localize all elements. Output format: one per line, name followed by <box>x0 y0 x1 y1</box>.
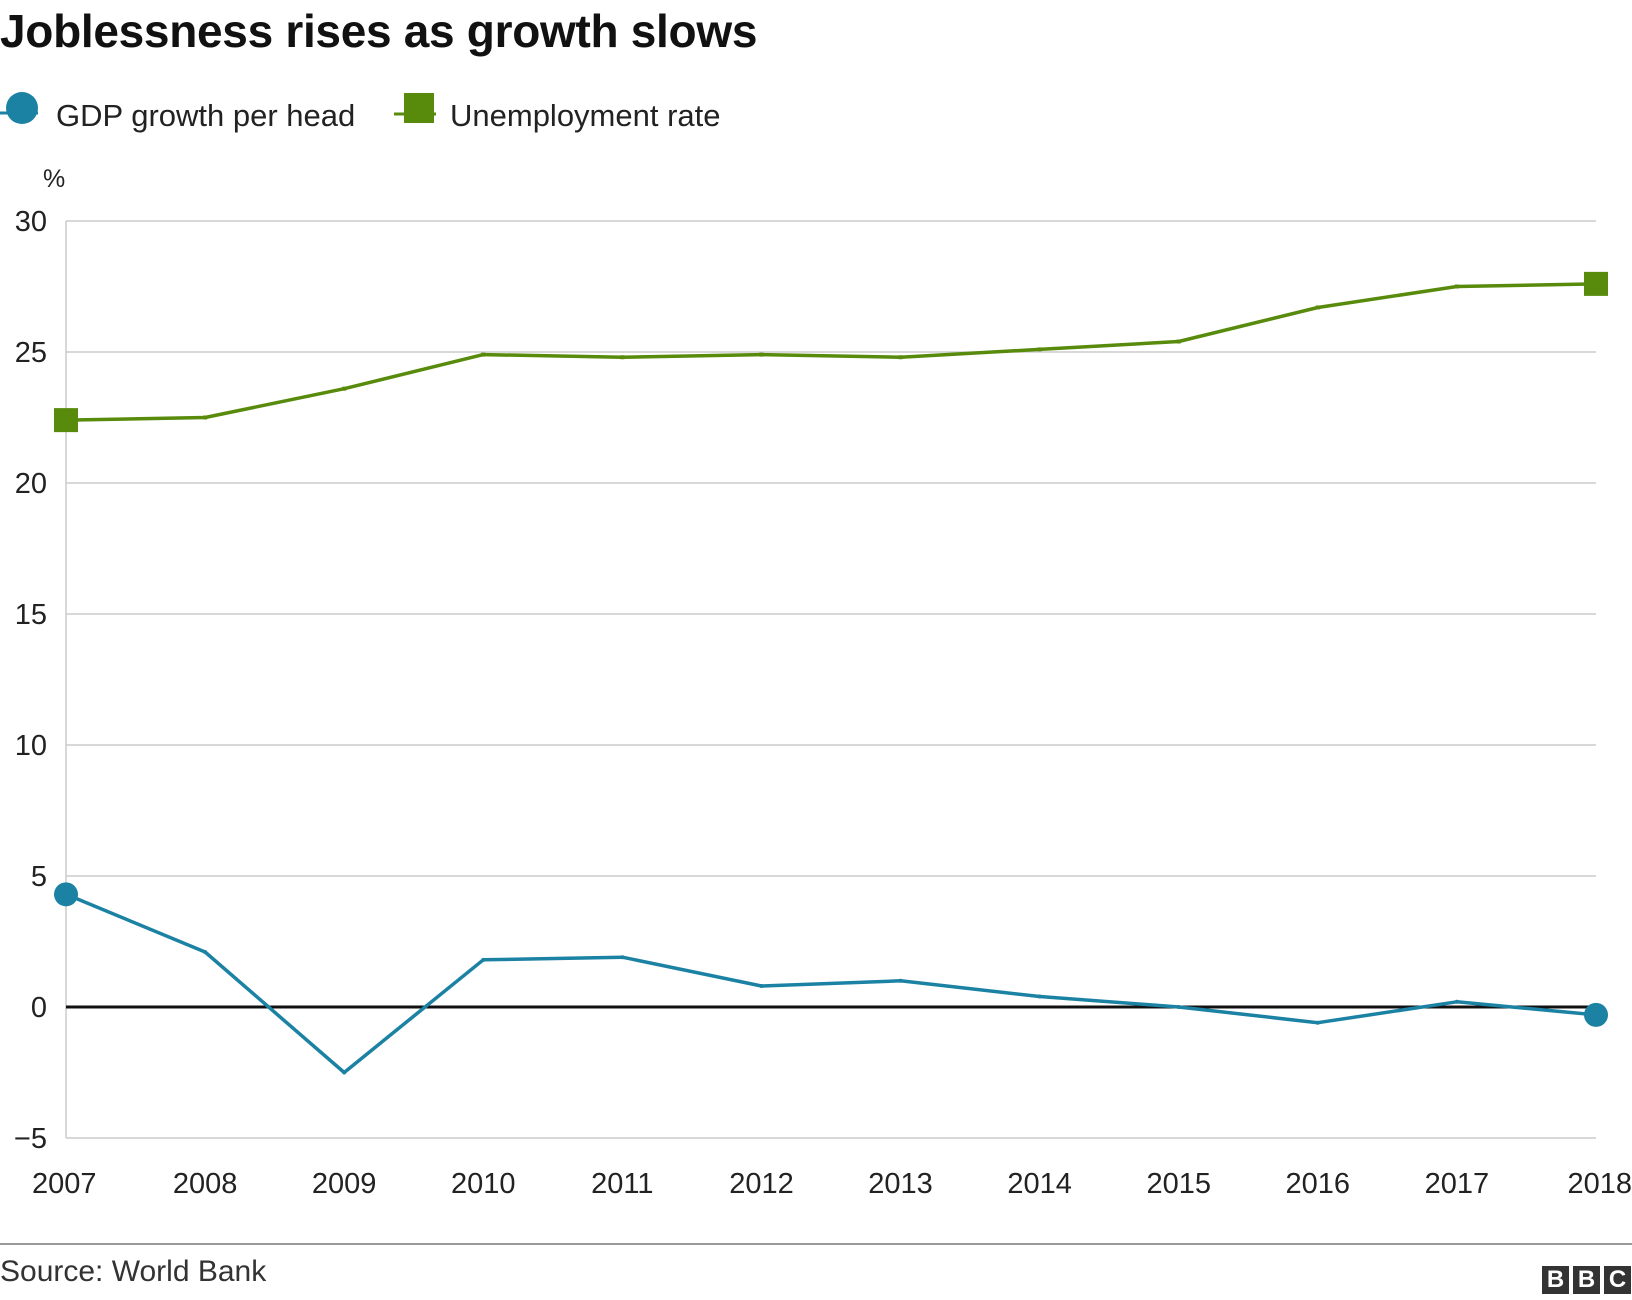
data-point-1[interactable] <box>1584 271 1608 296</box>
x-tick-label: 2014 <box>1007 1168 1072 1200</box>
data-point-0[interactable] <box>1315 1020 1320 1025</box>
bbc-logo-letter: C <box>1604 1266 1631 1294</box>
series-line-0[interactable] <box>65 892 1597 1075</box>
chart-title: Joblessness rises as growth slows <box>0 5 758 57</box>
bbc-logo-letter: B <box>1573 1266 1600 1294</box>
data-point-0[interactable] <box>898 978 903 983</box>
x-tick-label: 2009 <box>312 1168 377 1200</box>
legend-label-gdp: GDP growth per head <box>56 98 356 133</box>
source-note: Source: World Bank <box>0 1255 267 1288</box>
bbc-logo-letter: B <box>1542 1266 1569 1294</box>
data-point-1[interactable] <box>1037 347 1042 352</box>
x-tick-label: 2011 <box>591 1168 653 1200</box>
legend-item-gdp[interactable]: GDP growth per head <box>0 90 380 136</box>
data-point-1[interactable] <box>898 355 903 360</box>
legend-swatch-gdp <box>0 92 38 124</box>
data-point-0[interactable] <box>1584 1002 1608 1027</box>
data-point-0[interactable] <box>620 955 625 960</box>
x-tick-label: 2016 <box>1286 1168 1351 1200</box>
data-point-1[interactable] <box>203 415 208 420</box>
y-tick-label: 30 <box>15 206 47 238</box>
x-tick-label: 2012 <box>729 1168 794 1200</box>
data-point-0[interactable] <box>1454 999 1459 1004</box>
data-point-1[interactable] <box>481 352 486 357</box>
data-point-1[interactable] <box>1176 339 1181 344</box>
y-tick-label: −5 <box>14 1123 47 1155</box>
y-tick-label: 25 <box>15 337 47 369</box>
data-point-1[interactable] <box>1315 305 1320 310</box>
y-tick-label: 5 <box>31 861 47 893</box>
grid-layer <box>65 220 1596 1139</box>
y-tick-label: 20 <box>15 468 47 500</box>
legend-swatch-unemployment <box>394 93 436 123</box>
x-tick-label: 2013 <box>868 1168 933 1200</box>
y-tick-label: 10 <box>15 730 47 762</box>
data-point-1[interactable] <box>759 352 764 357</box>
data-point-1[interactable] <box>54 408 78 433</box>
legend-marker-gdp <box>6 92 38 124</box>
y-axis: −5 0 5 10 15 20 25 30 <box>14 206 47 1155</box>
y-tick-label: 0 <box>31 992 47 1024</box>
x-tick-label: 2017 <box>1425 1168 1490 1200</box>
data-point-0[interactable] <box>481 957 486 962</box>
data-point-1[interactable] <box>620 355 625 360</box>
y-axis-unit-label: % <box>43 165 65 193</box>
data-point-0[interactable] <box>203 949 208 954</box>
footer-divider <box>0 1243 1632 1245</box>
legend-item-unemployment[interactable]: Unemployment rate <box>392 90 752 136</box>
x-axis: 2007 2008 2009 2010 2011 2012 2013 2014 2015 2016… <box>32 1168 1632 1200</box>
x-tick-label: 2010 <box>451 1168 516 1200</box>
series-layer <box>54 271 1608 1075</box>
data-point-0[interactable] <box>759 984 764 989</box>
legend-label-unemployment: Unemployment rate <box>450 98 721 133</box>
data-point-0[interactable] <box>1176 1005 1181 1009</box>
data-point-1[interactable] <box>342 386 347 391</box>
data-point-0[interactable] <box>342 1070 347 1075</box>
data-point-0[interactable] <box>1037 994 1042 999</box>
y-tick-label: 15 <box>15 599 47 631</box>
legend-marker-unemployment <box>404 93 434 123</box>
x-tick-label: 2007 <box>32 1168 97 1200</box>
data-point-1[interactable] <box>1454 284 1459 289</box>
x-tick-label: 2008 <box>173 1168 238 1200</box>
line-chart: % −5 0 5 10 15 20 25 30 2007 2008 2009 2010 2011 201… <box>14 165 1632 1200</box>
x-tick-label: 2018 <box>1567 1168 1632 1200</box>
data-point-0[interactable] <box>54 882 78 907</box>
series-line-1[interactable] <box>65 282 1597 422</box>
x-tick-label: 2015 <box>1146 1168 1211 1200</box>
